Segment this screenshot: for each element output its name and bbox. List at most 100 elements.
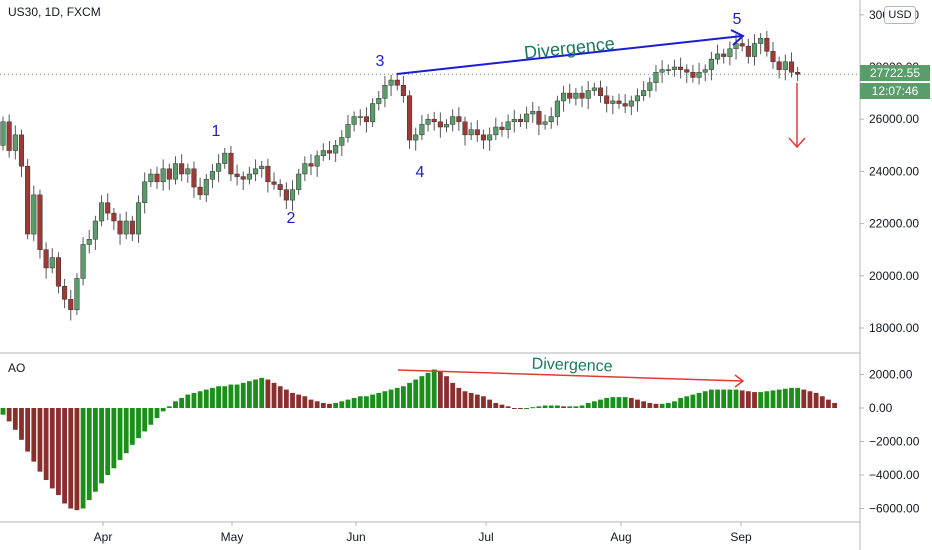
ao-bar <box>776 389 782 408</box>
candle-body <box>228 152 234 175</box>
candle-body <box>49 257 55 269</box>
candle-body <box>166 168 172 180</box>
ao-bar <box>123 408 129 454</box>
candle-body <box>413 134 419 141</box>
candle-body <box>739 43 745 47</box>
candle-body <box>388 79 394 86</box>
candle-body <box>209 171 215 180</box>
candle-body <box>795 71 801 75</box>
candle-body <box>597 87 604 96</box>
candle-body <box>622 103 628 107</box>
ao-bar <box>419 376 425 408</box>
ao-tick-label: −6000.00 <box>869 502 920 516</box>
ao-bar <box>795 387 801 408</box>
grid-lines <box>0 0 861 550</box>
ao-bar <box>450 382 456 408</box>
candle-body <box>43 249 49 269</box>
candle-body <box>764 38 770 52</box>
candle-body <box>400 85 406 96</box>
candle-body <box>339 137 345 146</box>
candle-body <box>283 189 289 201</box>
time-tick-label: May <box>221 530 244 544</box>
ao-bar <box>308 399 314 408</box>
ao-bar <box>314 401 320 408</box>
candle-body <box>659 69 665 73</box>
candle-body <box>148 173 154 183</box>
candle-body <box>511 118 517 123</box>
candle-body <box>185 168 191 175</box>
ao-tick-label: 0.00 <box>869 401 893 415</box>
candle-body <box>567 92 573 99</box>
ao-histogram <box>0 369 837 511</box>
ao-bar <box>37 408 43 472</box>
candle-body <box>524 113 530 123</box>
candle-body <box>277 184 283 190</box>
ao-bar <box>548 405 554 408</box>
ao-bar <box>160 408 166 412</box>
ao-bar <box>561 406 566 408</box>
ao-bar <box>142 408 148 432</box>
wave-label-5: 5 <box>733 11 742 28</box>
candle-body <box>246 173 252 180</box>
ao-bar <box>93 408 98 492</box>
candle-body <box>142 181 148 203</box>
candle-body <box>530 111 536 115</box>
wave-label-1: 1 <box>212 123 221 140</box>
ao-bar <box>672 401 677 408</box>
ao-bar <box>782 388 788 408</box>
ao-bar <box>74 408 80 511</box>
candle-body <box>450 116 456 125</box>
candle-body <box>554 100 560 117</box>
candle-body <box>135 202 142 235</box>
candle-body <box>25 165 31 235</box>
candle-body <box>487 134 493 141</box>
candle-body <box>776 61 782 70</box>
ao-bar <box>456 387 462 408</box>
ao-bar <box>327 403 332 408</box>
candle-body <box>370 103 376 123</box>
ao-bar <box>277 386 283 408</box>
ao-bar <box>43 408 49 481</box>
ao-bar <box>185 394 191 408</box>
ao-bar <box>99 408 104 484</box>
candle-body <box>474 129 480 136</box>
ao-bar <box>739 390 745 408</box>
price-tick-label: 26000.00 <box>869 112 919 126</box>
divergence-line <box>396 35 743 75</box>
ao-bar <box>56 408 61 496</box>
candle-body <box>634 95 641 102</box>
ao-bar <box>444 376 449 408</box>
countdown-tag: 12:07:46 <box>860 83 930 99</box>
ao-bar <box>819 396 825 408</box>
ao-bar <box>807 391 813 408</box>
ao-bar <box>191 392 197 408</box>
ao-bar <box>567 406 573 408</box>
ao-bar <box>136 408 141 439</box>
ao-bar <box>203 389 209 408</box>
ao-bar <box>222 386 228 408</box>
last-price-tag: 27722.55 <box>860 65 930 81</box>
ao-bar <box>407 382 412 408</box>
candle-body <box>419 124 425 136</box>
ao-bar <box>690 394 696 408</box>
candle-body <box>308 163 314 167</box>
candle-body <box>92 220 98 240</box>
candle-body <box>259 165 265 170</box>
ao-bar <box>696 392 702 408</box>
currency-button[interactable]: USD <box>884 6 916 24</box>
candle-body <box>222 152 228 164</box>
ao-bar <box>364 396 369 408</box>
ao-bar <box>770 390 776 408</box>
candle-body <box>6 121 12 151</box>
ao-bar <box>591 401 597 408</box>
candle-body <box>456 116 462 123</box>
ao-bar <box>665 402 671 408</box>
ao-bar <box>111 408 117 469</box>
ao-bar <box>401 386 406 408</box>
ao-bar <box>758 392 764 408</box>
ao-bar <box>166 406 172 408</box>
candle-body <box>585 90 591 99</box>
ao-bar <box>678 397 683 408</box>
ao-bar <box>19 408 24 440</box>
